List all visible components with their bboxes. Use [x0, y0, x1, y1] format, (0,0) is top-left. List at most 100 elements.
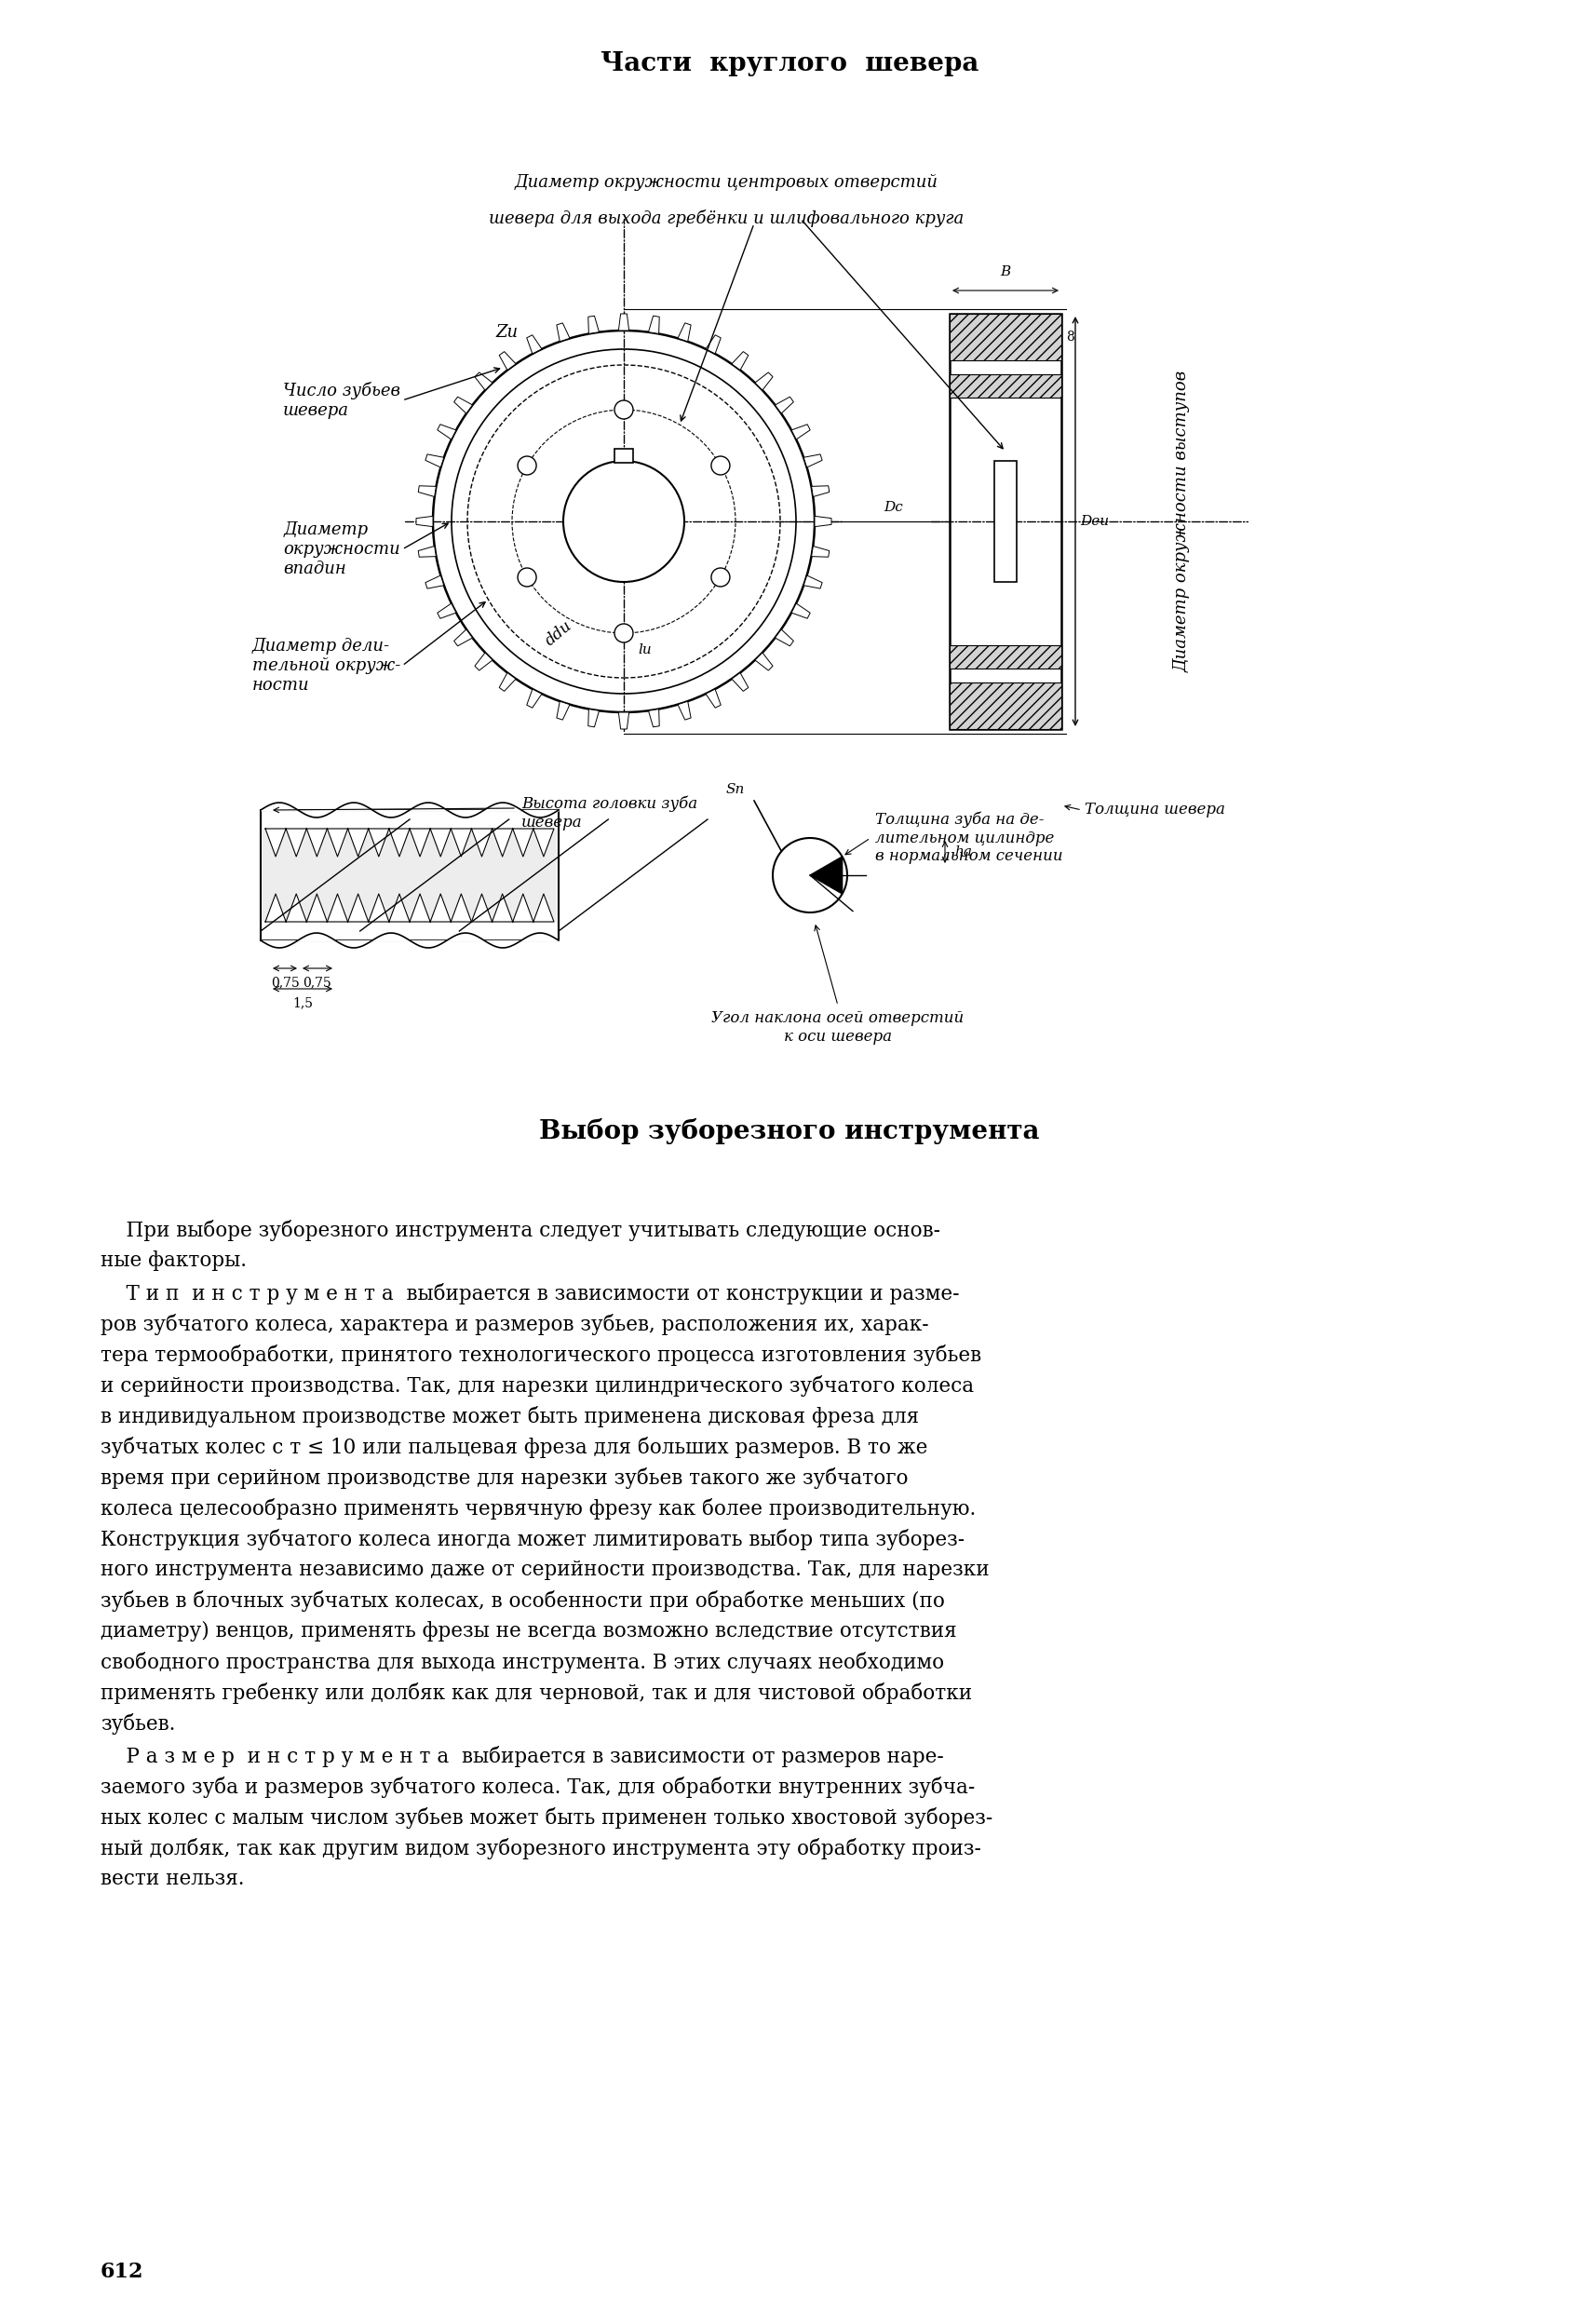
- Polygon shape: [755, 372, 772, 390]
- Text: 1,5: 1,5: [292, 997, 313, 1009]
- Text: Диаметр окружности центровых отверстий: Диаметр окружности центровых отверстий: [515, 174, 938, 191]
- Polygon shape: [452, 830, 472, 858]
- Text: Выбор зуборезного инструмента: Выбор зуборезного инструмента: [540, 1118, 1039, 1143]
- Text: ных колес с малым числом зубьев может быть применен только хвостовой зуборез-: ных колес с малым числом зубьев может бы…: [101, 1808, 993, 1829]
- Polygon shape: [731, 672, 748, 690]
- Text: время при серийном производстве для нарезки зубьев такого же зубчатого: время при серийном производстве для наре…: [101, 1466, 908, 1490]
- Polygon shape: [265, 895, 286, 923]
- Polygon shape: [306, 895, 327, 923]
- Text: lu: lu: [638, 644, 652, 655]
- Polygon shape: [425, 453, 444, 467]
- Polygon shape: [812, 546, 829, 558]
- Circle shape: [711, 456, 729, 474]
- Text: Угол наклона осей отверстий
к оси шевера: Угол наклона осей отверстий к оси шевера: [712, 1011, 965, 1043]
- Text: в индивидуальном производстве может быть применена дисковая фреза для: в индивидуальном производстве может быть…: [101, 1406, 919, 1427]
- Polygon shape: [649, 709, 660, 727]
- Polygon shape: [418, 546, 436, 558]
- Text: Zu: Zu: [496, 323, 518, 342]
- Polygon shape: [791, 425, 810, 439]
- Circle shape: [711, 567, 729, 586]
- Polygon shape: [493, 830, 513, 858]
- Circle shape: [518, 456, 537, 474]
- Polygon shape: [368, 895, 388, 923]
- Polygon shape: [425, 576, 444, 588]
- Polygon shape: [513, 895, 534, 923]
- Text: тера термообработки, принятого технологического процесса изготовления зубьев: тера термообработки, принятого технологи…: [101, 1346, 982, 1367]
- Polygon shape: [472, 830, 493, 858]
- Polygon shape: [706, 690, 722, 709]
- Polygon shape: [619, 314, 628, 330]
- Bar: [949, 646, 1061, 669]
- Polygon shape: [534, 895, 554, 923]
- Polygon shape: [455, 630, 472, 646]
- Text: зубьев.: зубьев.: [101, 1713, 175, 1734]
- Text: зубьев в блочных зубчатых колесах, в особенности при обработке меньших (по: зубьев в блочных зубчатых колесах, в осо…: [101, 1590, 944, 1613]
- Polygon shape: [649, 316, 660, 335]
- Text: 8: 8: [1066, 330, 1074, 344]
- Polygon shape: [557, 702, 570, 720]
- Text: Диаметр дели-
тельной окруж-
ности: Диаметр дели- тельной окруж- ности: [253, 639, 401, 693]
- Polygon shape: [265, 830, 286, 858]
- Text: При выборе зуборезного инструмента следует учитывать следующие основ-: При выборе зуборезного инструмента следу…: [101, 1220, 941, 1241]
- Polygon shape: [589, 316, 598, 335]
- Text: Конструкция зубчатого колеса иногда может лимитировать выбор типа зуборез-: Конструкция зубчатого колеса иногда може…: [101, 1529, 965, 1550]
- Polygon shape: [731, 351, 748, 370]
- Text: ha: ha: [954, 846, 973, 858]
- Circle shape: [518, 567, 537, 586]
- Polygon shape: [368, 830, 388, 858]
- Polygon shape: [388, 830, 409, 858]
- Polygon shape: [347, 895, 368, 923]
- Text: Диаметр
окружности
впадин: Диаметр окружности впадин: [283, 521, 401, 576]
- Polygon shape: [452, 895, 472, 923]
- Polygon shape: [677, 323, 692, 342]
- Polygon shape: [429, 830, 452, 858]
- Circle shape: [772, 839, 848, 913]
- Polygon shape: [388, 895, 409, 923]
- Text: Толщина зуба на де-
лительном цилиндре
в нормальном сечении: Толщина зуба на де- лительном цилиндре в…: [875, 811, 1063, 865]
- Polygon shape: [499, 672, 516, 690]
- Text: зубчатых колес с т ≤ 10 или пальцевая фреза для больших размеров. В то же: зубчатых колес с т ≤ 10 или пальцевая фр…: [101, 1436, 927, 1457]
- Text: Т и п  и н с т р у м е н т а  выбирается в зависимости от конструкции и разме-: Т и п и н с т р у м е н т а выбирается в…: [101, 1283, 960, 1304]
- Polygon shape: [804, 453, 823, 467]
- Text: 0,75: 0,75: [303, 976, 332, 988]
- Polygon shape: [791, 604, 810, 618]
- Polygon shape: [755, 653, 772, 669]
- Bar: [261, 811, 559, 941]
- Bar: [949, 683, 1061, 730]
- Text: Высота головки зуба
шевера: Высота головки зуба шевера: [521, 797, 698, 830]
- Polygon shape: [437, 604, 456, 618]
- Text: ного инструмента независимо даже от серийности производства. Так, для нарезки: ного инструмента независимо даже от сери…: [101, 1559, 990, 1580]
- Polygon shape: [499, 351, 516, 370]
- Text: Sn: Sn: [726, 783, 745, 797]
- Bar: [614, 449, 633, 462]
- Polygon shape: [347, 830, 368, 858]
- Polygon shape: [619, 711, 628, 730]
- Polygon shape: [286, 830, 306, 858]
- Text: применять гребенку или долбяк как для черновой, так и для чистовой обработки: применять гребенку или долбяк как для че…: [101, 1683, 973, 1703]
- Text: Диаметр окружности выступов: Диаметр окружности выступов: [1175, 370, 1191, 672]
- Polygon shape: [815, 516, 832, 528]
- Text: Dc: Dc: [884, 502, 903, 514]
- Text: заемого зуба и размеров зубчатого колеса. Так, для обработки внутренних зубча-: заемого зуба и размеров зубчатого колеса…: [101, 1776, 974, 1799]
- Polygon shape: [475, 372, 493, 390]
- Text: ный долбяк, так как другим видом зуборезного инструмента эту обработку произ-: ный долбяк, так как другим видом зуборез…: [101, 1838, 981, 1859]
- Circle shape: [614, 400, 633, 418]
- Polygon shape: [286, 895, 306, 923]
- Text: свободного пространства для выхода инструмента. В этих случаях необходимо: свободного пространства для выхода инстр…: [101, 1652, 944, 1673]
- Polygon shape: [534, 830, 554, 858]
- Polygon shape: [812, 486, 829, 497]
- Text: Части  круглого  шевера: Части круглого шевера: [600, 51, 979, 77]
- Text: и серийности производства. Так, для нарезки цилиндрического зубчатого колеса: и серийности производства. Так, для наре…: [101, 1376, 974, 1397]
- Polygon shape: [677, 702, 692, 720]
- Bar: [949, 314, 1061, 730]
- Text: βo: βo: [824, 890, 840, 902]
- Polygon shape: [810, 858, 842, 895]
- Bar: [949, 374, 1061, 397]
- Polygon shape: [418, 486, 436, 497]
- Circle shape: [564, 460, 684, 581]
- Text: ров зубчатого колеса, характера и размеров зубьев, расположения их, харак-: ров зубчатого колеса, характера и размер…: [101, 1313, 928, 1336]
- Circle shape: [614, 623, 633, 641]
- Text: вести нельзя.: вести нельзя.: [101, 1868, 245, 1889]
- Polygon shape: [327, 830, 347, 858]
- Text: 0,75: 0,75: [270, 976, 298, 988]
